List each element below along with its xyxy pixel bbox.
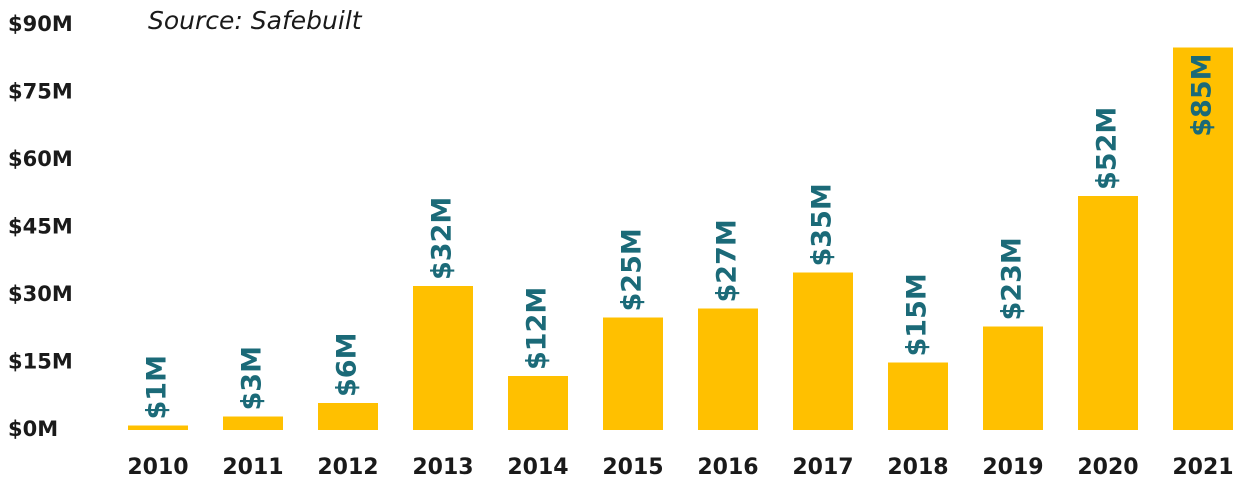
bar — [223, 416, 283, 430]
value-label: $12M — [522, 287, 553, 370]
x-tick-label: 2017 — [792, 455, 853, 480]
bar — [603, 317, 663, 430]
bar — [793, 272, 853, 430]
x-tick-label: 2010 — [127, 455, 188, 480]
y-tick-label: $90M — [8, 12, 73, 36]
value-label: $52M — [1092, 107, 1123, 190]
bar — [128, 425, 188, 430]
x-tick-label: 2021 — [1172, 455, 1233, 480]
bar — [698, 308, 758, 430]
x-tick-label: 2020 — [1077, 455, 1138, 480]
bar — [888, 362, 948, 430]
y-tick-label: $0M — [8, 417, 58, 441]
value-label: $1M — [142, 355, 173, 419]
value-label: $15M — [902, 273, 933, 356]
bar — [1173, 47, 1233, 430]
value-label: $3M — [237, 346, 268, 410]
bar — [983, 326, 1043, 430]
value-label: $27M — [712, 219, 743, 302]
x-tick-label: 2011 — [222, 455, 283, 480]
value-label: $23M — [997, 237, 1028, 320]
value-label: $6M — [332, 333, 363, 397]
x-tick-label: 2012 — [317, 455, 378, 480]
x-tick-label: 2014 — [507, 455, 568, 480]
y-tick-label: $60M — [8, 147, 73, 171]
y-tick-label: $15M — [8, 350, 73, 374]
x-tick-label: 2015 — [602, 455, 663, 480]
x-tick-label: 2019 — [982, 455, 1043, 480]
x-tick-label: 2013 — [412, 455, 473, 480]
y-tick-label: $45M — [8, 215, 73, 239]
value-label: $35M — [807, 183, 838, 266]
value-label: $85M — [1187, 54, 1218, 137]
value-label: $25M — [617, 228, 648, 311]
bar — [508, 376, 568, 430]
x-tick-label: 2018 — [887, 455, 948, 480]
bar — [413, 286, 473, 430]
value-label: $32M — [427, 197, 458, 280]
x-tick-label: 2016 — [697, 455, 758, 480]
bar — [318, 403, 378, 430]
chart-title: Source: Safebuilt — [148, 6, 363, 35]
y-tick-label: $75M — [8, 80, 73, 104]
y-tick-label: $30M — [8, 282, 73, 306]
bar — [1078, 196, 1138, 430]
